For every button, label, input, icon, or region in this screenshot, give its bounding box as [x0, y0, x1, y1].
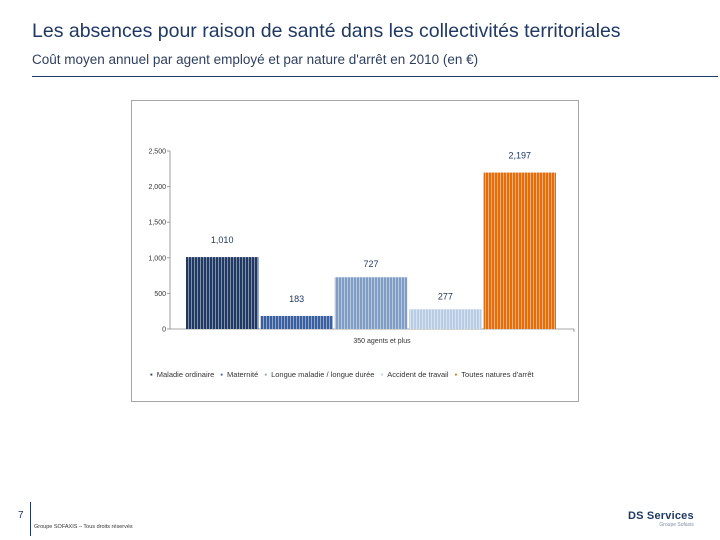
chart-legend: ▪ Maladie ordinaire ▪ Maternité ▪ Longue m…	[150, 370, 540, 379]
page-title: Les absences pour raison de santé dans l…	[32, 20, 621, 42]
page-subtitle: Coût moyen annuel par agent employé et p…	[32, 52, 479, 67]
y-tick-label: 0	[162, 327, 166, 334]
y-tick-label: 500	[154, 291, 166, 298]
legend-swatch: ▪	[454, 370, 460, 379]
data-label: 1,010	[211, 235, 234, 245]
bar-chart: 0 500 1,000 1,500 2,000 2,500 350 agents et pl…	[148, 149, 575, 345]
data-label: 2,197	[509, 151, 532, 161]
legend-item: ▪ Toutes natures d'arrêt	[455, 370, 534, 379]
legend-label: Toutes natures d'arrêt	[461, 370, 534, 379]
legend-item: ▪ Accident de travail	[380, 370, 448, 379]
legend-swatch: ▪	[150, 370, 155, 379]
legend-label: Maternité	[227, 370, 259, 379]
bar-maternit-	[260, 315, 333, 329]
data-label: 183	[289, 294, 304, 304]
legend-label: Maladie ordinaire	[156, 370, 215, 379]
chart-container: 0 500 1,000 1,500 2,000 2,500 350 agents et pl…	[131, 100, 579, 402]
logo-subtext: Groupe Sofaxis	[659, 522, 694, 528]
bar-longue-maladie-longue-dur-e	[334, 277, 408, 329]
company-logo: DS Services Groupe Sofaxis	[628, 510, 694, 528]
y-tick-label: 1,000	[148, 255, 166, 262]
title-divider	[32, 76, 718, 77]
y-tick-label: 2,500	[148, 149, 166, 156]
bar-toutes-natures-d-arr-t	[483, 172, 556, 329]
legend-label: Accident de travail	[387, 370, 449, 379]
bar-maladie-ordinaire	[186, 257, 259, 329]
legend-label: Longue maladie / longue durée	[271, 370, 375, 379]
legend-swatch: ▪	[264, 370, 270, 379]
legend-item: ▪ Maladie ordinaire	[150, 370, 214, 379]
y-tick-label: 1,500	[148, 220, 166, 227]
page-number: 7	[18, 510, 24, 521]
y-tick-label: 2,000	[148, 184, 166, 191]
footer-divider	[30, 502, 31, 536]
logo-text: DS Services	[628, 510, 694, 522]
copyright-text: Groupe SOFAXIS – Tous droits réservés	[34, 524, 133, 530]
x-category-label: 350 agents et plus	[353, 338, 411, 345]
legend-item: ▪ Maternité	[220, 370, 258, 379]
legend-swatch: ▪	[220, 370, 226, 379]
data-label: 727	[363, 259, 378, 269]
legend-item: ▪ Longue maladie / longue durée	[264, 370, 374, 379]
bar-accident-de-travail	[409, 309, 482, 329]
legend-swatch: ▪	[380, 370, 386, 379]
data-label: 277	[438, 291, 453, 301]
